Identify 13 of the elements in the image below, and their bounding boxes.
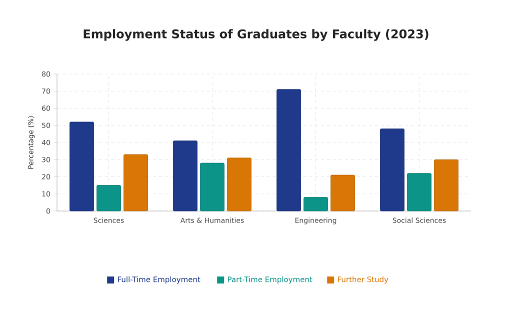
bar <box>407 173 432 212</box>
bar <box>96 185 121 212</box>
bar <box>227 158 252 212</box>
bar <box>124 154 148 212</box>
bar <box>173 140 198 212</box>
bar <box>200 162 224 212</box>
chart-title: Employment Status of Graduates by Faculty (2023) <box>84 29 428 41</box>
bar <box>70 122 94 212</box>
bar <box>276 89 301 212</box>
bar <box>330 174 355 212</box>
bar <box>434 159 458 212</box>
bar <box>304 197 328 212</box>
bar <box>380 128 404 212</box>
